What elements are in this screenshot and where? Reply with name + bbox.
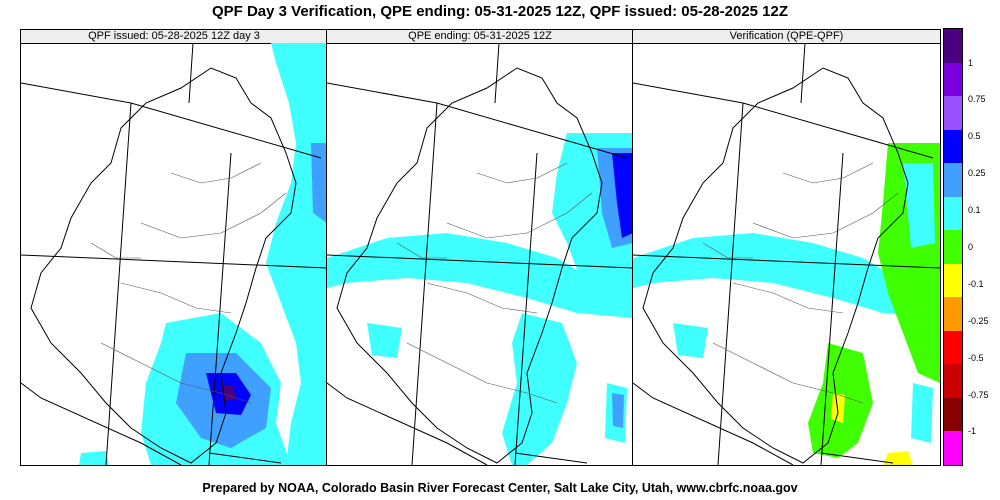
legend-label: -0.75 — [968, 389, 989, 400]
legend-swatch — [944, 397, 962, 432]
verif-positive-central-band — [633, 233, 940, 318]
qpe-panel-label: QPE ending: 05-31-2025 12Z — [327, 30, 633, 44]
legend-swatch — [944, 263, 962, 298]
qpe-precip-very-heavy — [612, 153, 633, 238]
verif-rivers — [702, 162, 899, 404]
legend-label: 0.75 — [968, 94, 986, 105]
verif-state-lines — [633, 43, 940, 465]
qpf-panel-label: QPF issued: 05-28-2025 12Z day 3 — [21, 30, 327, 44]
verif-positive-se-spot — [911, 383, 933, 443]
qpe-panel: QPE ending: 05-31-2025 12Z — [326, 29, 634, 466]
footer-credit: Prepared by NOAA, Colorado Basin River F… — [202, 481, 798, 495]
qpe-map — [327, 43, 633, 465]
verif-basin-outline — [642, 67, 909, 464]
legend-label: 0.1 — [968, 205, 981, 216]
qpf-precip-east-moderate — [311, 143, 327, 223]
legend-swatch — [944, 129, 962, 164]
legend-label: 0.25 — [968, 168, 986, 179]
qpe-rivers — [396, 162, 593, 404]
legend-swatch — [944, 364, 962, 399]
legend-swatch — [944, 431, 962, 466]
legend-swatch — [944, 96, 962, 131]
qpe-precip-south-band — [502, 313, 577, 465]
legend-label: -1 — [968, 426, 977, 437]
legend-swatch — [944, 29, 962, 64]
qpf-precip-sw-spot — [79, 451, 109, 465]
legend-label: 0 — [968, 242, 974, 252]
legend-label: -0.25 — [968, 315, 989, 326]
qpf-panel: QPF issued: 05-28-2025 12Z day 3 — [20, 29, 328, 466]
qpe-basin-outline — [336, 67, 603, 464]
qpf-rivers — [90, 162, 287, 404]
verification-panel: Verification (QPE-QPF) — [632, 29, 941, 466]
qpf-basin-outline — [30, 67, 297, 464]
qpf-state-lines — [21, 43, 327, 465]
verif-positive-west-spot — [673, 323, 708, 358]
legend-label: 0.5 — [968, 131, 981, 142]
chart-title: QPF Day 3 Verification, QPE ending: 05-3… — [211, 3, 789, 20]
legend-swatch — [944, 196, 962, 231]
color-legend — [943, 28, 963, 466]
verification-map — [633, 43, 940, 465]
qpf-map — [21, 43, 327, 465]
legend-label: -0.5 — [968, 352, 984, 363]
legend-swatch — [944, 330, 962, 365]
qpe-precip-central-band — [327, 233, 633, 318]
legend-label: -0.1 — [968, 278, 984, 289]
qpe-state-lines — [327, 43, 633, 465]
verif-positive-east-patch — [903, 163, 935, 248]
qpe-precip-se-heavy — [612, 393, 624, 428]
legend-swatch — [944, 297, 962, 332]
verif-yellow-spot-south — [831, 393, 845, 423]
legend-swatch — [944, 62, 962, 97]
legend-label: 1 — [968, 57, 974, 68]
legend-swatch — [944, 230, 962, 265]
verification-panel-label: Verification (QPE-QPF) — [633, 30, 940, 44]
qpe-precip-west-spot — [367, 323, 402, 358]
legend-swatch — [944, 163, 962, 198]
verif-yellow-spot-corner — [883, 451, 913, 465]
